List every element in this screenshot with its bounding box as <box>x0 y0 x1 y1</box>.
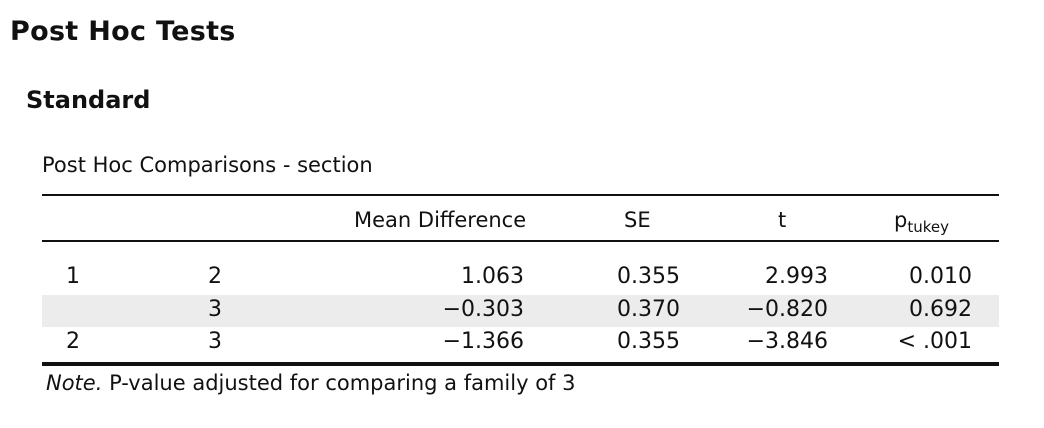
header-t: t <box>778 208 787 232</box>
header-se: SE <box>624 208 651 232</box>
cell-t: 2.993 <box>765 264 828 289</box>
cell-mean-difference: −1.366 <box>442 329 524 354</box>
cell-group1: 1 <box>66 264 80 289</box>
cell-se: 0.355 <box>617 329 680 354</box>
header-p-main: p <box>894 208 908 232</box>
table-caption: Post Hoc Comparisons - section <box>42 153 373 177</box>
header-p-tukey: ptukey <box>894 208 949 236</box>
cell-p: < .001 <box>897 329 972 354</box>
cell-se: 0.355 <box>617 264 680 289</box>
cell-mean-difference: −0.303 <box>442 297 524 322</box>
note-text: P-value adjusted for comparing a family … <box>109 371 576 395</box>
cell-p: 0.692 <box>909 297 972 322</box>
table-header-rule <box>42 240 999 242</box>
cell-mean-difference: 1.063 <box>461 264 524 289</box>
table-note: Note. P-value adjusted for comparing a f… <box>46 371 575 395</box>
header-p-subscript: tukey <box>907 218 949 237</box>
section-title: Standard <box>26 86 151 114</box>
header-mean-difference: Mean Difference <box>354 208 527 232</box>
cell-t: −3.846 <box>746 329 828 354</box>
cell-group2: 3 <box>208 297 222 322</box>
cell-se: 0.370 <box>617 297 680 322</box>
table-row: 1 2 1.063 0.355 2.993 0.010 <box>42 262 999 294</box>
table-row: 3 −0.303 0.370 −0.820 0.692 <box>42 295 999 327</box>
cell-group2: 2 <box>208 264 222 289</box>
table-row: 2 3 −1.366 0.355 −3.846 < .001 <box>42 327 999 359</box>
table-bottom-rule <box>42 362 999 366</box>
note-label: Note. <box>46 371 103 395</box>
cell-p: 0.010 <box>909 264 972 289</box>
cell-t: −0.820 <box>746 297 828 322</box>
page-title: Post Hoc Tests <box>10 16 236 47</box>
cell-group2: 3 <box>208 329 222 354</box>
table-top-rule <box>42 194 999 196</box>
cell-group1: 2 <box>66 329 80 354</box>
